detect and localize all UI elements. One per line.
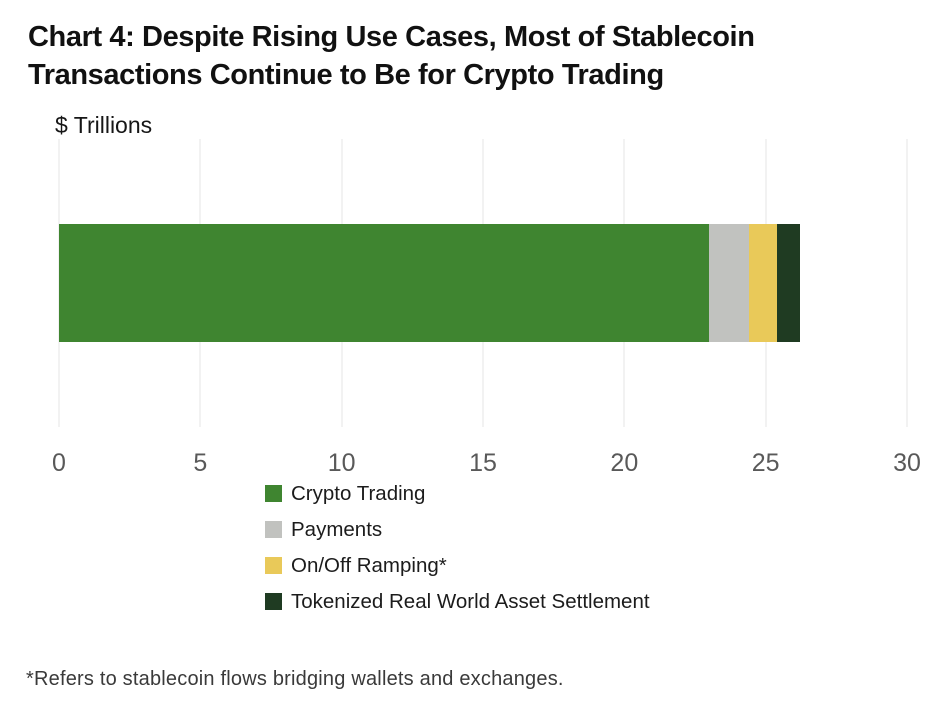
- x-tick-label-10: 10: [327, 449, 356, 477]
- plot-area: [58, 139, 908, 427]
- chart-title-line1: Chart 4: Despite Rising Use Cases, Most …: [28, 21, 755, 53]
- chart-title: Chart 4: Despite Rising Use Cases, Most …: [28, 18, 928, 94]
- legend-swatch-payments: [265, 521, 282, 538]
- legend-label-crypto-trading: Crypto Trading: [291, 482, 426, 505]
- bar-segment-tokenized-real-world-asset-settlement: [776, 224, 800, 342]
- legend-row-tokenized-real-world-asset-settlement: Tokenized Real World Asset Settlement: [265, 590, 650, 613]
- legend: Crypto Trading Payments On/Off Ramping* Tok…: [265, 482, 650, 626]
- gridline-30: [906, 139, 908, 427]
- legend-label-on-off-ramping: On/Off Ramping*: [291, 554, 447, 577]
- x-tick-label-15: 15: [469, 449, 497, 477]
- bar-segment-crypto-trading: [59, 224, 710, 342]
- x-tick-label-25: 25: [751, 449, 780, 477]
- legend-row-crypto-trading: Crypto Trading: [265, 482, 650, 505]
- legend-row-on-off-ramping: On/Off Ramping*: [265, 554, 650, 577]
- legend-label-tokenized-real-world-asset-settlement: Tokenized Real World Asset Settlement: [291, 590, 650, 613]
- legend-label-payments: Payments: [291, 518, 383, 541]
- x-tick-label-20: 20: [610, 449, 639, 477]
- legend-swatch-crypto-trading: [265, 485, 282, 502]
- axis-unit-label: $ Trillions: [55, 112, 153, 138]
- footnote: *Refers to stablecoin flows bridging wal…: [26, 668, 564, 690]
- chart-title-line2: Transactions Continue to Be for Crypto T…: [28, 59, 664, 91]
- x-tick-label-0: 0: [52, 449, 66, 477]
- legend-row-payments: Payments: [265, 518, 650, 541]
- x-tick-label-5: 5: [193, 449, 208, 477]
- bar-segment-on-off-ramping: [748, 224, 777, 342]
- x-axis: 0 5 10 15 20 25 30: [52, 449, 921, 479]
- bar-segment-payments: [709, 224, 749, 342]
- stacked-bar: [59, 224, 907, 342]
- legend-swatch-tokenized-real-world-asset-settlement: [265, 593, 282, 610]
- legend-swatch-on-off-ramping: [265, 557, 282, 574]
- x-tick-label-30: 30: [893, 449, 921, 477]
